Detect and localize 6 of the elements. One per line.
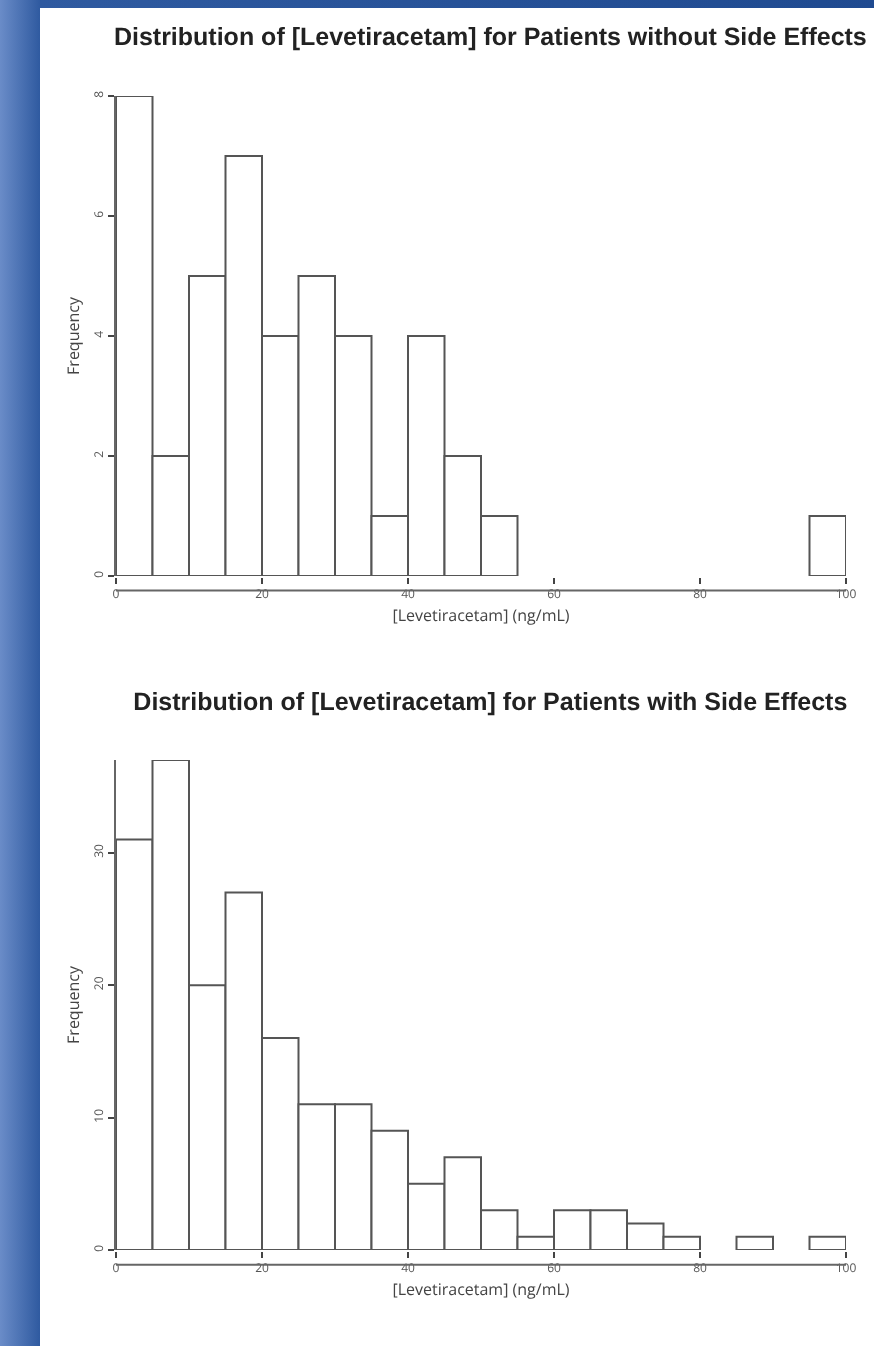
y-axis-title: Frequency	[62, 295, 85, 375]
chart-title: Distribution of [Levetiracetam] for Patients without Side Effects	[113, 23, 867, 52]
x-axis-title: [Levetiracetam] (ng/mL)	[392, 604, 571, 627]
chart-title: Distribution of [Levetiracetam] for Patients with Side Effects	[133, 687, 848, 716]
x-axis-title: [Levetiracetam] (ng/mL)	[392, 1278, 571, 1301]
y-axis-title: Frequency	[62, 964, 85, 1044]
